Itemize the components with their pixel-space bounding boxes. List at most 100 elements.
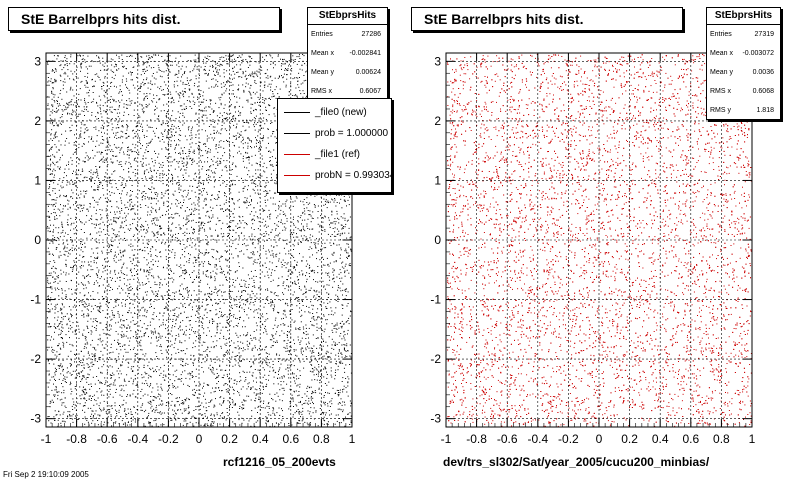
data-point (62, 338, 63, 340)
data-point (71, 271, 73, 272)
data-point (102, 329, 104, 331)
data-point (250, 387, 252, 388)
data-point (250, 338, 252, 339)
data-point (213, 171, 215, 173)
data-point (121, 395, 123, 397)
data-point (252, 286, 254, 287)
data-point (302, 416, 304, 418)
data-point (334, 223, 336, 225)
data-point (184, 256, 186, 258)
data-point (185, 172, 187, 174)
data-point (279, 335, 281, 337)
data-point (134, 254, 135, 256)
data-point (251, 211, 253, 213)
data-point (270, 86, 272, 88)
data-point (292, 266, 294, 268)
data-point (149, 167, 151, 169)
data-point (123, 169, 125, 171)
data-point (144, 136, 145, 138)
data-point (246, 78, 248, 79)
data-point (268, 379, 269, 381)
data-point (81, 378, 83, 379)
data-point (210, 277, 211, 279)
data-point (84, 161, 86, 163)
data-point (180, 374, 182, 376)
data-point (265, 319, 267, 321)
data-point (201, 402, 203, 404)
data-point (149, 375, 151, 377)
data-point (128, 412, 130, 414)
data-point (51, 267, 53, 269)
data-point (187, 291, 189, 293)
data-point (70, 381, 71, 383)
data-point (243, 253, 245, 255)
data-point (140, 406, 142, 408)
data-point (322, 221, 324, 223)
data-point (339, 323, 341, 324)
data-point (58, 334, 60, 336)
data-point (144, 308, 146, 310)
data-point (322, 345, 324, 347)
data-point (48, 140, 50, 142)
data-point (228, 188, 230, 190)
data-point (65, 382, 67, 383)
data-point (263, 102, 265, 104)
data-point (252, 251, 254, 253)
data-point (226, 391, 228, 393)
data-point (82, 359, 84, 361)
data-point (263, 332, 265, 334)
data-point (88, 219, 90, 221)
data-point (123, 399, 125, 401)
data-point (213, 414, 215, 416)
data-point (130, 289, 132, 291)
data-point (198, 335, 200, 337)
data-point (241, 417, 243, 419)
data-point (310, 396, 312, 398)
data-point (122, 250, 124, 252)
data-point (297, 279, 299, 281)
data-point (146, 169, 148, 171)
data-point (276, 142, 278, 143)
data-point (174, 370, 176, 372)
data-point (346, 237, 348, 239)
data-point (54, 281, 56, 283)
data-point (291, 272, 293, 274)
data-point (96, 417, 97, 419)
data-point (305, 349, 307, 351)
data-point (134, 213, 136, 215)
data-point (313, 391, 315, 393)
data-point (308, 337, 309, 339)
data-point (154, 217, 156, 219)
data-point (337, 403, 339, 405)
data-point (196, 186, 198, 188)
data-point (260, 149, 262, 151)
data-point (188, 126, 190, 128)
data-point (96, 403, 98, 405)
data-point (143, 335, 145, 337)
data-point (319, 357, 321, 359)
data-point (309, 246, 311, 248)
data-point (63, 235, 65, 237)
data-point (242, 404, 243, 406)
data-point (250, 140, 252, 142)
data-point (74, 333, 76, 335)
data-point (265, 190, 266, 192)
data-point (304, 210, 306, 212)
data-point (257, 96, 259, 98)
data-point (57, 316, 59, 318)
data-point (196, 237, 198, 239)
data-point (128, 89, 130, 91)
data-point (323, 302, 325, 304)
data-point (234, 135, 236, 137)
data-point (127, 104, 129, 106)
data-point (213, 110, 215, 112)
data-point (139, 336, 141, 338)
data-point (159, 98, 161, 100)
data-point (54, 170, 56, 172)
data-point (200, 354, 202, 356)
data-point (140, 268, 142, 270)
data-point (317, 373, 319, 375)
data-point (297, 221, 299, 223)
data-point (102, 64, 104, 66)
data-point (52, 190, 54, 192)
